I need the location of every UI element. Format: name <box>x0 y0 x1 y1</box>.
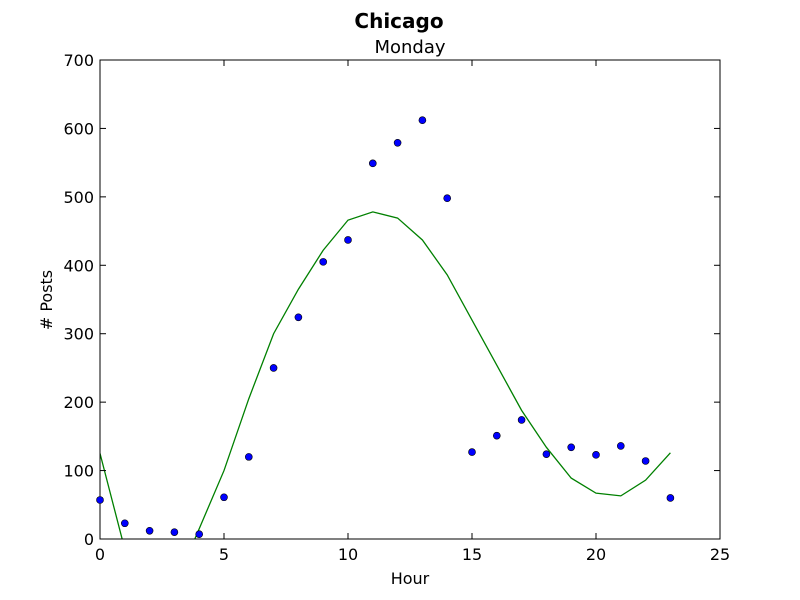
y-tick-label: 700 <box>63 51 94 70</box>
y-tick-label: 100 <box>63 462 94 481</box>
x-tick-label: 25 <box>710 545 730 564</box>
data-point <box>220 493 228 502</box>
chart-title: Chicago <box>354 9 443 33</box>
data-point <box>641 457 650 465</box>
data-point <box>418 116 427 125</box>
x-tick-label: 5 <box>219 545 229 564</box>
data-point <box>616 442 625 450</box>
data-point <box>517 416 526 424</box>
data-point <box>492 431 501 440</box>
y-tick-label: 200 <box>63 393 94 412</box>
x-axis-label: Hour <box>391 569 430 588</box>
y-tick-label: 500 <box>63 188 94 207</box>
data-point <box>195 530 203 539</box>
data-point <box>96 496 104 504</box>
data-point <box>121 519 129 528</box>
data-point <box>542 450 551 458</box>
data-point <box>368 159 377 168</box>
data-point <box>468 448 476 456</box>
y-tick-label: 600 <box>63 119 94 138</box>
data-point <box>170 528 179 536</box>
data-point <box>294 313 303 322</box>
chart-subtitle: Monday <box>374 37 445 58</box>
data-point <box>592 451 600 459</box>
y-tick-label: 300 <box>63 325 94 344</box>
data-point <box>666 494 675 502</box>
x-tick-label: 0 <box>95 545 105 564</box>
x-tick-label: 10 <box>338 545 358 564</box>
plot-area <box>100 211 671 539</box>
data-point <box>269 364 278 372</box>
plot-frame <box>99 59 721 540</box>
y-tick-label: 400 <box>63 256 94 275</box>
x-tick-label: 20 <box>586 545 606 564</box>
data-point <box>319 258 328 266</box>
x-tick-label: 15 <box>462 545 482 564</box>
y-tick-label: 0 <box>84 530 94 549</box>
data-point <box>344 236 352 244</box>
data-point <box>443 194 452 203</box>
fit-line <box>100 211 671 539</box>
data-point <box>245 453 253 461</box>
data-point <box>393 138 402 147</box>
data-point <box>145 526 154 535</box>
y-axis-label: # Posts <box>37 270 56 330</box>
data-point <box>567 443 576 452</box>
